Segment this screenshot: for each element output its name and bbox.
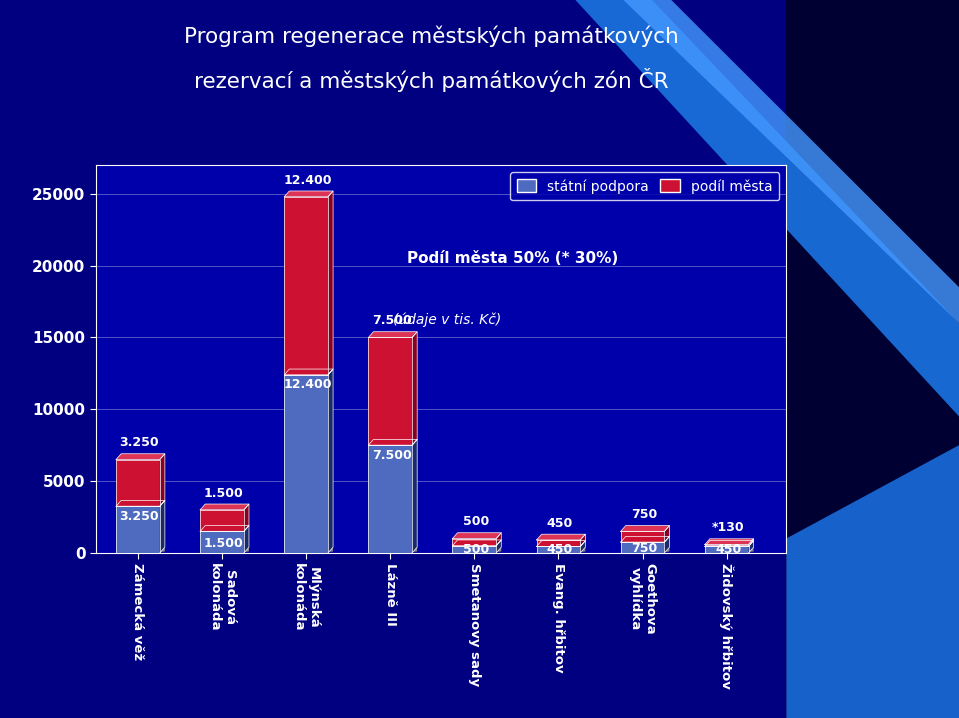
- Polygon shape: [284, 191, 333, 197]
- Polygon shape: [620, 542, 665, 553]
- Text: 12.400: 12.400: [284, 174, 332, 187]
- Text: 450: 450: [715, 544, 741, 556]
- Polygon shape: [453, 540, 502, 546]
- Polygon shape: [368, 332, 417, 337]
- Text: 3.250: 3.250: [120, 510, 159, 523]
- Polygon shape: [453, 538, 496, 546]
- Text: 12.400: 12.400: [284, 378, 332, 391]
- Polygon shape: [453, 546, 496, 553]
- Polygon shape: [244, 526, 249, 553]
- Text: Podíl města 50% (* 30%): Podíl města 50% (* 30%): [407, 251, 618, 266]
- Text: 500: 500: [463, 516, 489, 528]
- Polygon shape: [284, 375, 328, 553]
- Text: *130: *130: [712, 521, 744, 534]
- Text: 7.500: 7.500: [372, 314, 411, 327]
- Polygon shape: [200, 526, 249, 531]
- Polygon shape: [116, 547, 165, 557]
- Polygon shape: [537, 540, 580, 546]
- Polygon shape: [160, 454, 165, 506]
- Polygon shape: [580, 541, 585, 553]
- Polygon shape: [665, 526, 669, 542]
- Text: 450: 450: [547, 544, 573, 556]
- Polygon shape: [496, 540, 502, 553]
- Polygon shape: [705, 547, 754, 557]
- Polygon shape: [537, 546, 580, 553]
- Polygon shape: [620, 531, 665, 542]
- Text: (údaje v tis. Kč): (údaje v tis. Kč): [393, 313, 501, 327]
- Polygon shape: [620, 536, 669, 542]
- Polygon shape: [496, 533, 502, 546]
- Polygon shape: [244, 504, 249, 531]
- Polygon shape: [412, 439, 417, 553]
- Polygon shape: [705, 546, 749, 553]
- Polygon shape: [200, 531, 244, 553]
- Polygon shape: [200, 510, 244, 531]
- Text: 1.500: 1.500: [203, 536, 244, 550]
- Polygon shape: [620, 526, 669, 531]
- Polygon shape: [368, 547, 417, 557]
- Polygon shape: [453, 547, 502, 557]
- Polygon shape: [705, 541, 754, 546]
- Text: 750: 750: [631, 508, 657, 521]
- Text: 7.500: 7.500: [372, 449, 411, 462]
- Polygon shape: [749, 541, 754, 553]
- Polygon shape: [368, 337, 412, 445]
- Polygon shape: [328, 191, 333, 375]
- Polygon shape: [705, 538, 754, 544]
- Polygon shape: [580, 534, 585, 546]
- Polygon shape: [284, 197, 328, 375]
- Text: 450: 450: [547, 517, 573, 530]
- Text: 750: 750: [631, 541, 657, 554]
- Polygon shape: [160, 500, 165, 553]
- Polygon shape: [453, 533, 502, 538]
- Polygon shape: [665, 536, 669, 553]
- Text: 500: 500: [463, 543, 489, 556]
- Polygon shape: [412, 332, 417, 445]
- Polygon shape: [368, 439, 417, 445]
- Polygon shape: [116, 500, 165, 506]
- Polygon shape: [116, 460, 160, 506]
- Text: rezervací a městských památkových zón ČR: rezervací a městských památkových zón ČR: [195, 68, 668, 92]
- Text: Program regenerace městských památkových: Program regenerace městských památkových: [184, 25, 679, 47]
- Polygon shape: [284, 547, 333, 557]
- Polygon shape: [116, 506, 160, 553]
- Legend: státní podpora, podíl města: státní podpora, podíl města: [510, 172, 780, 200]
- Polygon shape: [749, 538, 754, 546]
- Polygon shape: [705, 544, 749, 546]
- Polygon shape: [368, 445, 412, 553]
- Polygon shape: [284, 369, 333, 375]
- Text: 3.250: 3.250: [120, 437, 159, 449]
- Polygon shape: [328, 369, 333, 553]
- Polygon shape: [620, 547, 669, 557]
- Polygon shape: [200, 504, 249, 510]
- Text: 1.500: 1.500: [203, 487, 244, 500]
- Polygon shape: [116, 454, 165, 460]
- Polygon shape: [200, 547, 249, 557]
- Polygon shape: [537, 541, 585, 546]
- Polygon shape: [537, 534, 585, 540]
- Polygon shape: [537, 547, 585, 557]
